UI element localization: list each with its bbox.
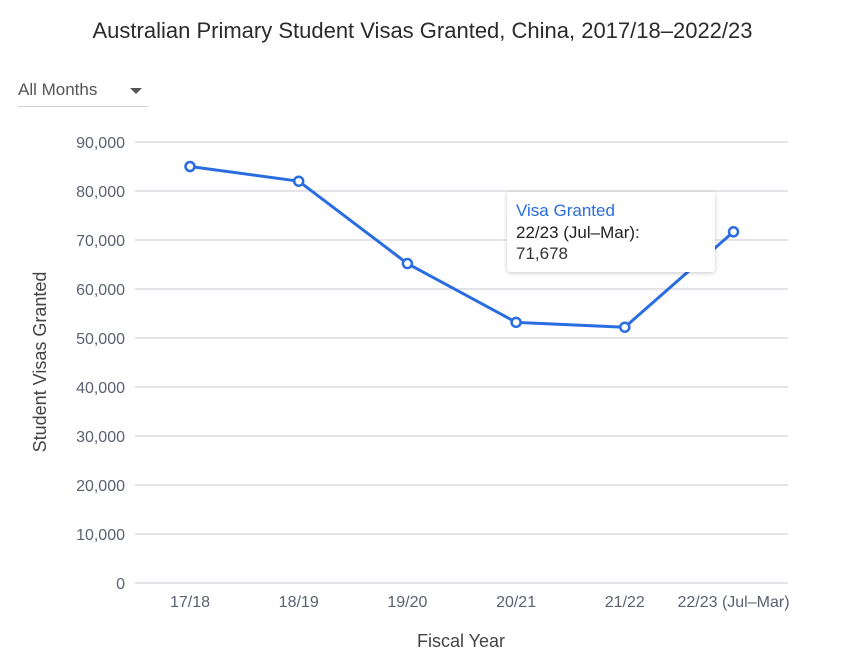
y-tick-label: 80,000	[76, 184, 125, 201]
x-tick-label: 21/22	[605, 594, 645, 611]
y-tick-label: 20,000	[76, 478, 125, 495]
data-point	[619, 321, 631, 333]
x-tick-label: 20/21	[496, 594, 536, 611]
caret-down-icon	[130, 88, 142, 94]
y-tick-label: 60,000	[76, 282, 125, 299]
x-tick-label: 19/20	[387, 594, 427, 611]
tooltip-series-name: Visa Granted	[516, 201, 615, 220]
x-axis-title: Fiscal Year	[417, 631, 505, 651]
tooltip-value: 71,678	[516, 244, 568, 263]
y-axis-title: Student Visas Granted	[30, 272, 50, 453]
y-tick-label: 50,000	[76, 331, 125, 348]
y-tick-label: 30,000	[76, 429, 125, 446]
y-tick-label: 40,000	[76, 380, 125, 397]
data-point	[510, 316, 522, 329]
data-point	[401, 257, 414, 270]
data-tooltip: Visa Granted 22/23 (Jul–Mar): 71,678	[507, 192, 715, 272]
tooltip-category: 22/23 (Jul–Mar):	[516, 223, 640, 242]
data-point	[292, 175, 305, 187]
chart-title: Australian Primary Student Visas Granted…	[92, 18, 753, 43]
data-point	[727, 226, 740, 238]
x-tick-label: 17/18	[170, 594, 210, 611]
y-tick-label: 70,000	[76, 233, 125, 250]
x-tick-label: 22/23 (Jul–Mar)	[677, 594, 789, 611]
y-tick-label: 10,000	[76, 527, 125, 544]
data-point	[184, 160, 196, 173]
y-tick-label: 0	[116, 576, 125, 593]
months-filter-label: All Months	[18, 80, 98, 99]
x-tick-label: 18/19	[279, 594, 319, 611]
months-filter-dropdown[interactable]: All Months	[18, 76, 148, 107]
series-line	[189, 165, 735, 329]
y-tick-label: 90,000	[76, 135, 125, 152]
